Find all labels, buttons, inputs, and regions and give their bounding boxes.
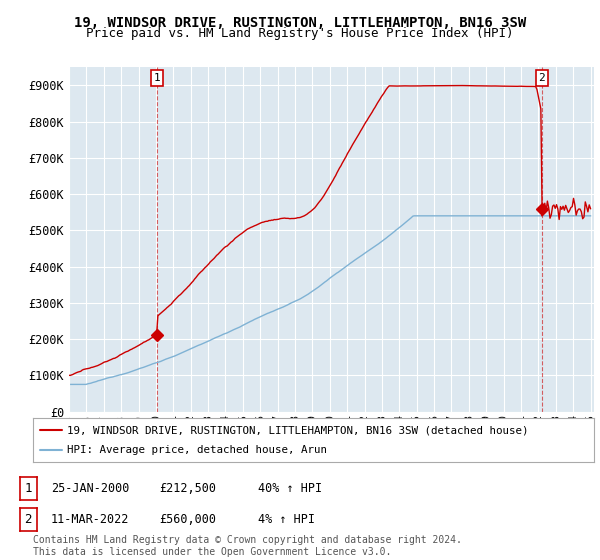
Text: 11-MAR-2022: 11-MAR-2022 [51, 513, 130, 526]
Text: 1: 1 [25, 482, 32, 495]
Text: Price paid vs. HM Land Registry's House Price Index (HPI): Price paid vs. HM Land Registry's House … [86, 27, 514, 40]
Text: Contains HM Land Registry data © Crown copyright and database right 2024.
This d: Contains HM Land Registry data © Crown c… [33, 535, 462, 557]
Text: 4% ↑ HPI: 4% ↑ HPI [258, 513, 315, 526]
Text: 1: 1 [154, 73, 161, 83]
Text: 2: 2 [538, 73, 545, 83]
Text: 19, WINDSOR DRIVE, RUSTINGTON, LITTLEHAMPTON, BN16 3SW (detached house): 19, WINDSOR DRIVE, RUSTINGTON, LITTLEHAM… [67, 425, 528, 435]
Text: HPI: Average price, detached house, Arun: HPI: Average price, detached house, Arun [67, 445, 326, 455]
Text: 40% ↑ HPI: 40% ↑ HPI [258, 482, 322, 495]
Text: £560,000: £560,000 [159, 513, 216, 526]
Text: 19, WINDSOR DRIVE, RUSTINGTON, LITTLEHAMPTON, BN16 3SW: 19, WINDSOR DRIVE, RUSTINGTON, LITTLEHAM… [74, 16, 526, 30]
Text: 25-JAN-2000: 25-JAN-2000 [51, 482, 130, 495]
Text: 2: 2 [25, 513, 32, 526]
Text: £212,500: £212,500 [159, 482, 216, 495]
